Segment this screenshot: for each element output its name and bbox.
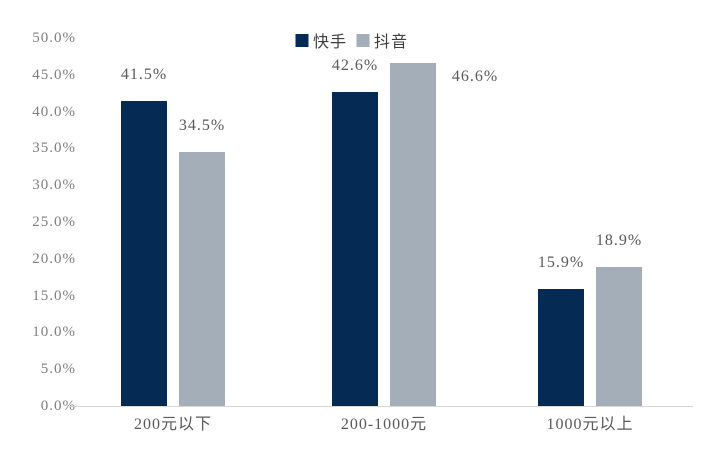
- y-tick-label: 45.0%: [32, 66, 76, 83]
- bar: [121, 100, 167, 406]
- bar: [179, 152, 225, 406]
- legend-label: 抖音: [374, 34, 409, 51]
- x-category-label: 200元以下: [133, 416, 212, 433]
- legend-swatch-icon: [294, 33, 308, 47]
- bar: [332, 92, 378, 406]
- bar: [390, 63, 436, 406]
- y-tick-label: 25.0%: [32, 214, 76, 230]
- y-tick-label: 15.0%: [32, 287, 76, 304]
- bar-value-label: 34.5%: [178, 117, 226, 135]
- legend-item: 抖音: [356, 28, 408, 52]
- bar: [538, 288, 584, 406]
- bar: [596, 266, 642, 406]
- x-category-label: 1000元以上: [546, 416, 634, 433]
- y-tick-label: 0.0%: [40, 398, 76, 414]
- legend-swatch-icon: [356, 33, 369, 47]
- chart-legend: 快手 抖音: [294, 28, 408, 52]
- bar-value-label: 15.9%: [537, 253, 585, 271]
- bar-value-label: 42.6%: [331, 57, 379, 75]
- x-axis-line: [70, 406, 693, 407]
- y-tick-label: 50.0%: [32, 30, 76, 46]
- y-tick-label: 30.0%: [32, 177, 76, 194]
- x-category-label: 200-1000元: [340, 416, 428, 433]
- legend-label: 快手: [312, 34, 347, 51]
- y-tick-label: 10.0%: [32, 324, 76, 341]
- y-tick-label: 20.0%: [32, 250, 76, 267]
- bar-value-label: 46.6%: [451, 68, 499, 86]
- bar-value-label: 18.9%: [595, 231, 643, 249]
- legend-item: 快手: [294, 28, 347, 52]
- y-tick-label: 5.0%: [40, 361, 76, 378]
- bar-value-label: 41.5%: [120, 65, 168, 83]
- y-tick-label: 40.0%: [32, 103, 76, 120]
- y-tick-label: 35.0%: [32, 140, 76, 157]
